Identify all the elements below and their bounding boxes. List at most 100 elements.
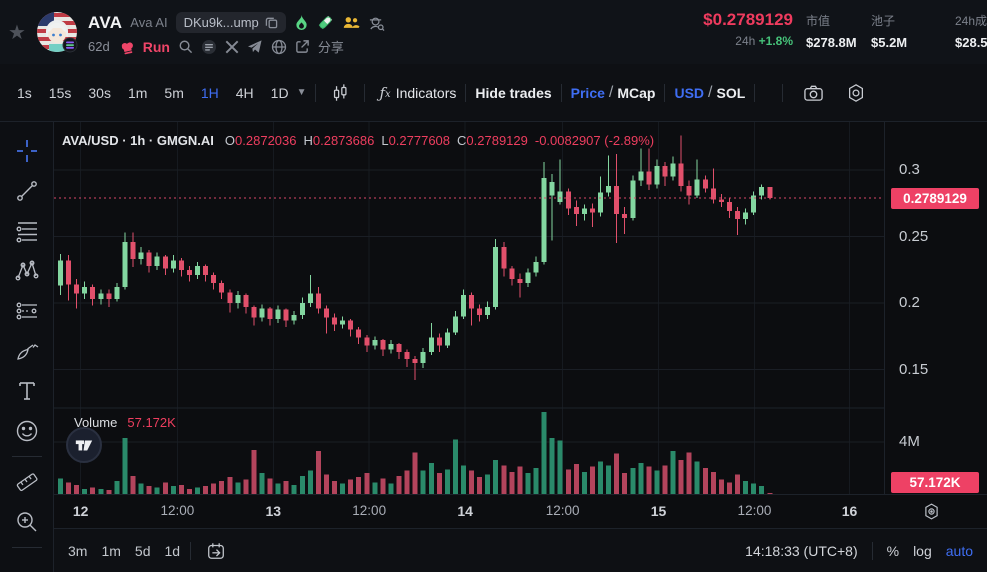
time-tick-12: 12 (72, 503, 89, 519)
share-button[interactable]: 分享 (317, 40, 344, 55)
scan-disc-icon[interactable] (201, 39, 217, 55)
copy-icon[interactable] (265, 16, 278, 29)
ruler-tool-icon[interactable] (8, 462, 46, 502)
time-tick-14: 14 (457, 503, 473, 519)
time-tick-12:00: 12:00 (545, 503, 580, 518)
divider (465, 83, 467, 102)
token-symbol: AVA (88, 12, 123, 32)
usd-mode: USD (674, 84, 705, 101)
log-scale-button[interactable]: log (913, 542, 932, 559)
emoji-tool-icon[interactable] (8, 411, 46, 451)
token-header: ★ (0, 0, 987, 64)
open-value: 0.2872036 (235, 133, 297, 148)
time-tick-13: 13 (265, 503, 282, 519)
mcap-mode: MCap (617, 84, 656, 101)
platform-badge-icon (62, 37, 78, 53)
token-address: DKu9k...ump (183, 15, 259, 30)
usd-sol-toggle[interactable]: USD / SOL (674, 83, 746, 101)
trend-line-tool-icon[interactable] (8, 171, 46, 211)
chart-bottom-bar: 3m 1m 5d 1d 14:18:33 (UTC+8) % log auto (54, 528, 987, 572)
xabcd-pattern-tool-icon[interactable] (8, 251, 46, 291)
timeframe-4h[interactable]: 4H (235, 84, 254, 101)
ohlc-legend: AVA/USD · 1h · GMGN.AI O0.2872036 H0.287… (62, 133, 655, 148)
low-value: 0.2777608 (388, 133, 451, 148)
external-link-icon[interactable] (295, 39, 310, 54)
candle-style-icon[interactable] (325, 83, 355, 103)
timeframe-15s[interactable]: 15s (48, 84, 72, 101)
drawing-tools-sidebar (0, 122, 54, 572)
timeframe-1d[interactable]: 1D (270, 84, 289, 101)
volume-axis-tick: 4M (899, 433, 920, 450)
current-price-badge: 0.2789129 (891, 188, 979, 210)
volume-value: 57.172K (127, 415, 176, 430)
brush-tool-icon[interactable] (8, 331, 46, 371)
sol-mode: SOL (716, 84, 746, 101)
time-tick-15: 15 (650, 503, 667, 519)
globe-icon[interactable] (271, 39, 287, 55)
change-period-label: 24h (735, 34, 756, 48)
token-avatar (36, 11, 78, 53)
close-value: 0.2789129 (466, 133, 528, 148)
screenshot-camera-icon[interactable] (798, 83, 829, 103)
range-1d[interactable]: 1d (164, 542, 181, 559)
token-price-block: $0.2789129 24h +1.8% (668, 10, 793, 48)
long-short-position-tool-icon[interactable] (8, 291, 46, 331)
divider (364, 83, 366, 102)
stat-2: 24h成 $28.5 (955, 14, 987, 50)
timeframe-30s[interactable]: 30s (88, 84, 111, 101)
time-tick-12:00: 12:00 (352, 503, 387, 518)
fib-retracement-tool-icon[interactable] (8, 211, 46, 251)
axis-settings-icon[interactable] (922, 502, 941, 526)
range-5d[interactable]: 5d (134, 542, 151, 559)
time-tick-12:00: 12:00 (737, 503, 772, 518)
high-value: 0.2873686 (312, 133, 375, 148)
timeframe-1h[interactable]: 1H (200, 84, 219, 101)
range-1m[interactable]: 1m (101, 542, 121, 559)
price-tick-0.15: 0.15 (899, 360, 929, 378)
price-mode: Price (570, 84, 605, 101)
time-axis[interactable]: 12 12:00 13 12:00 14 12:00 15 12:00 16 (54, 494, 987, 528)
stat-1: 池子 $5.2M (871, 14, 908, 50)
current-volume-badge: 57.172K (891, 472, 979, 493)
go-to-date-calendar-icon[interactable] (201, 541, 231, 561)
price-mcap-toggle[interactable]: Price / MCap (570, 83, 656, 101)
candlestick-chart[interactable] (54, 122, 884, 494)
chart-symbol-label: AVA/USD · 1h · GMGN.AI (62, 133, 214, 148)
timeframe-5m[interactable]: 5m (164, 84, 184, 101)
telegram-icon[interactable] (247, 39, 263, 54)
change-value: +1.8% (758, 34, 793, 48)
divider (560, 83, 562, 102)
token-price: $0.2789129 (703, 10, 793, 29)
percent-scale-button[interactable]: % (886, 542, 900, 559)
favorite-star-icon[interactable]: ★ (8, 22, 26, 44)
auto-scale-button[interactable]: auto (945, 542, 973, 559)
change-value: -0.0082907 (-2.89%) (534, 133, 655, 148)
tradingview-logo[interactable] (66, 427, 102, 463)
clock-timezone[interactable]: 14:18:33 (UTC+8) (745, 542, 858, 559)
divider (190, 541, 192, 560)
timeframe-dropdown-caret-icon[interactable]: ▼ (296, 87, 307, 98)
price-tick-0.2: 0.2 (899, 294, 920, 311)
divider (754, 83, 756, 102)
timeframe-group: 1s 15s 30s 1m 5m 1H 4H 1D (6, 81, 295, 105)
token-name: Ava AI (130, 15, 168, 30)
timeframe-1s[interactable]: 1s (17, 84, 32, 101)
search-icon[interactable] (178, 39, 193, 54)
divider (11, 547, 42, 548)
text-tool-icon[interactable] (8, 371, 46, 411)
timeframe-1m[interactable]: 1m (127, 84, 148, 101)
price-axis[interactable]: 0.3 0.25 0.2 0.15 0.2789129 4M 57.172K (884, 122, 987, 494)
divider (871, 541, 873, 560)
run-button[interactable]: Run (142, 38, 170, 55)
token-address-pill[interactable]: DKu9k...ump (175, 12, 286, 33)
chart-settings-gear-icon[interactable] (841, 83, 871, 103)
token-age: 62d (88, 39, 110, 54)
x-twitter-icon[interactable] (225, 40, 239, 54)
range-3m[interactable]: 3m (68, 542, 88, 559)
hide-trades-button[interactable]: Hide trades (475, 84, 552, 101)
zoom-in-tool-icon[interactable] (8, 502, 46, 542)
crosshair-tool-icon[interactable] (8, 131, 46, 171)
